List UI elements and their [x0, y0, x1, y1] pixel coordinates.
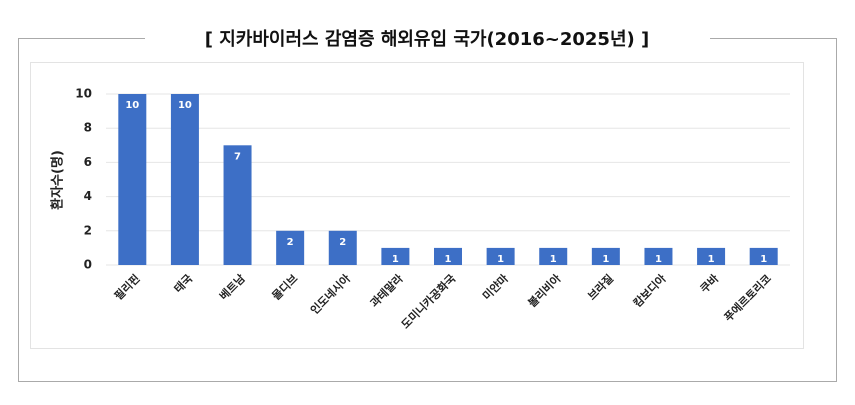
plot-frame: [30, 62, 804, 349]
bar: [276, 230, 305, 265]
bar: [118, 94, 147, 265]
data-label: 1: [602, 254, 609, 265]
x-tick-label: 베트남: [216, 271, 247, 302]
y-tick-label: 0: [84, 258, 92, 272]
data-label: 2: [287, 237, 294, 248]
y-tick-label: 4: [84, 189, 92, 203]
data-label: 1: [550, 254, 557, 265]
data-label: 1: [497, 254, 504, 265]
data-label: 10: [178, 100, 192, 111]
title-backdrop: [145, 26, 710, 54]
data-label: 2: [339, 237, 346, 248]
bar: [697, 247, 726, 265]
x-tick-label: 푸에르토리코: [721, 271, 774, 324]
y-axis-label: 환자수(명): [50, 150, 66, 210]
y-tick-label: 2: [84, 223, 92, 237]
data-label: 1: [392, 254, 399, 265]
x-tick-label: 과테말라: [367, 271, 406, 310]
x-tick-label: 캄보디아: [630, 271, 669, 310]
x-tick-label: 필리핀: [111, 271, 142, 302]
x-tick-label: 인도네시아: [307, 271, 353, 317]
data-label: 1: [760, 254, 767, 265]
bar: [749, 247, 778, 265]
chart-title: [ 지카바이러스 감염증 해외유입 국가(2016~2025년) ]: [205, 28, 649, 50]
x-tick-label: 미얀마: [479, 271, 511, 303]
bar: [434, 247, 462, 265]
y-tick-label: 10: [75, 87, 92, 101]
data-label: 1: [445, 254, 452, 265]
data-label: 1: [708, 254, 715, 265]
data-label: 7: [234, 151, 241, 162]
x-tick-label: 태국: [171, 271, 195, 295]
y-tick-label: 6: [84, 155, 92, 169]
bar: [170, 94, 199, 265]
data-label: 1: [655, 254, 662, 265]
bar: [539, 247, 568, 265]
data-label: 10: [125, 100, 139, 111]
x-tick-label: 볼리비아: [525, 271, 564, 310]
x-tick-label: 브라질: [585, 271, 616, 302]
bar: [381, 247, 410, 265]
bar: [223, 145, 252, 265]
bar: [486, 247, 515, 265]
bar: [328, 230, 357, 265]
x-tick-label: 쿠바: [697, 271, 722, 296]
y-tick-label: 8: [84, 121, 92, 135]
x-tick-label: 도미니카공화국: [398, 271, 458, 331]
bar: [644, 247, 673, 265]
bar: [591, 247, 620, 265]
x-tick-label: 몰디브: [269, 271, 300, 302]
